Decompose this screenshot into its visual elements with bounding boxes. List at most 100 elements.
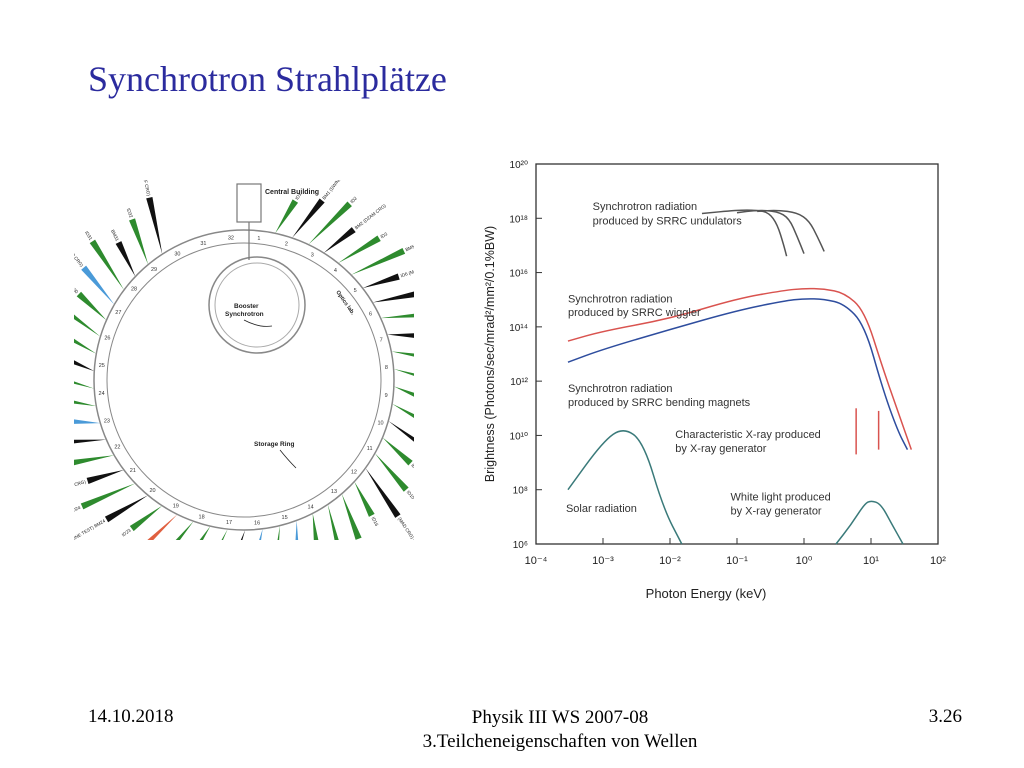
beamline-label: ID16 xyxy=(370,516,379,527)
sector-number: 8 xyxy=(385,365,388,371)
beamline-fan xyxy=(74,400,97,407)
y-tick-label: 10¹⁸ xyxy=(509,214,528,225)
beamline-fan xyxy=(115,241,136,277)
sector-number: 7 xyxy=(380,337,383,343)
footer-course: Physik III WS 2007-08 xyxy=(471,707,649,728)
x-tick-label: 10⁻¹ xyxy=(726,555,748,567)
chart-annotation: Solar radiation xyxy=(566,503,637,515)
y-axis-ticks: 10⁶ 10⁸ 10¹⁰ 10¹² 10¹⁴ 10¹⁶ 10¹⁸ 10²⁰ xyxy=(509,160,542,551)
beamline-fan xyxy=(354,481,375,517)
beamline-fan xyxy=(351,247,406,275)
beamline-label: ID23 xyxy=(121,527,132,537)
booster-ring-inner xyxy=(214,262,300,348)
sector-number: 17 xyxy=(226,520,232,526)
beamline-fan xyxy=(393,386,414,397)
optics-lab-label: Optics lab. xyxy=(334,290,355,317)
series-line xyxy=(567,430,683,545)
beamline-fan xyxy=(74,314,101,337)
beamline-fan xyxy=(295,520,299,540)
beamline-fan xyxy=(175,521,194,540)
sector-number: 26 xyxy=(104,336,110,342)
beamline-fan xyxy=(147,514,178,540)
beamline-label: ID1 xyxy=(294,192,302,201)
beamline-label: ID3 xyxy=(380,231,389,239)
beamline-fan xyxy=(374,453,409,492)
beamline-fan xyxy=(365,468,401,518)
series-line xyxy=(757,209,825,252)
beamline-label: (MAD CRG) BM14 xyxy=(397,516,414,540)
beamline-label: BM1 (SW/NOR CRG) xyxy=(321,180,353,200)
beamline-label: BM32 (IF CRG) xyxy=(139,180,151,197)
x-axis-label: Photon Energy (keV) xyxy=(646,586,767,601)
series-line xyxy=(701,209,788,257)
beamline-fan xyxy=(80,483,136,510)
sector-number: 30 xyxy=(174,251,180,257)
beamline-fan xyxy=(74,455,115,466)
sector-number: 11 xyxy=(367,446,373,452)
sector-number: 2 xyxy=(285,241,288,247)
beamline-fan xyxy=(74,419,101,424)
beamline-fan xyxy=(76,291,107,321)
beamline-fan xyxy=(386,333,414,338)
beamline-fan xyxy=(391,351,414,357)
beamline-label: BM2 (D2AM CRG) xyxy=(354,203,387,231)
central-building-shape xyxy=(236,183,262,223)
sector-number: 9 xyxy=(385,393,388,399)
beamline-fan xyxy=(292,198,325,238)
series-line xyxy=(835,500,904,545)
sector-number: 3 xyxy=(311,252,314,258)
beamline-fan xyxy=(277,525,280,540)
sector-number: 24 xyxy=(99,391,105,397)
sector-number: 27 xyxy=(115,310,121,316)
y-tick-label: 10¹⁰ xyxy=(510,431,528,442)
sector-number: 28 xyxy=(131,287,137,293)
annotation-layer: Synchrotron radiation produced by SRRC un… xyxy=(566,201,831,518)
booster-label-2: Synchrotron xyxy=(225,311,264,318)
beamline-label: ID32 xyxy=(126,208,134,219)
beamline-label: ID15 xyxy=(406,490,414,501)
footer-date: 14.10.2018 xyxy=(88,706,174,727)
x-tick-label: 10² xyxy=(930,555,946,567)
sector-number: 23 xyxy=(104,419,110,425)
sector-number: 16 xyxy=(254,520,260,526)
booster-ring xyxy=(208,256,306,354)
x-axis-ticks: 10⁻⁴ 10⁻³ 10⁻² 10⁻¹ 10⁰ 10¹ 10² xyxy=(525,538,946,567)
beamline-label: ID24 xyxy=(74,505,82,514)
sector-number: 13 xyxy=(331,489,337,495)
y-tick-label: 10⁶ xyxy=(513,540,528,551)
beamline-fan xyxy=(74,439,107,444)
sector-number: 4 xyxy=(334,268,337,274)
storage-ring-label: Storage Ring xyxy=(254,441,294,448)
beamline-fan xyxy=(240,529,246,540)
beamline-fan xyxy=(362,273,400,289)
sector-number: 14 xyxy=(308,505,314,511)
chart-annotation: by X-ray generator xyxy=(675,443,766,455)
series-line xyxy=(567,287,913,450)
sector-number: 18 xyxy=(199,515,205,521)
beamline-label: BM5 xyxy=(405,244,414,253)
storage-ring-inner xyxy=(106,242,382,518)
sector-number: 6 xyxy=(369,311,372,317)
x-tick-label: 10⁻² xyxy=(659,555,681,567)
chart-annotation: Synchrotron radiation xyxy=(568,293,673,305)
beamline-fan xyxy=(74,360,95,372)
beamline-fan xyxy=(275,199,299,234)
x-tick-label: 10⁻⁴ xyxy=(525,555,548,567)
chart-annotation: Characteristic X-ray produced xyxy=(675,429,821,441)
beamline-fan xyxy=(327,504,339,540)
beamline-fan xyxy=(380,313,414,319)
y-axis-label: Brightness (Photons/sec/mrad²/mm²/0.1%BW… xyxy=(483,226,497,482)
beamline-fan xyxy=(382,437,413,466)
sector-number: 12 xyxy=(351,469,357,475)
beamline-fan xyxy=(388,420,414,442)
beamline-label: BM30 (FIP CRG) xyxy=(74,238,85,268)
beamline-fan xyxy=(259,528,263,540)
booster-arrow xyxy=(243,319,273,327)
y-tick-label: 10¹² xyxy=(510,377,528,388)
footer-page-number: 3.26 xyxy=(928,706,962,727)
beamline-fan xyxy=(104,495,149,523)
y-tick-label: 10¹⁶ xyxy=(509,269,528,280)
sector-number: 15 xyxy=(282,515,288,521)
